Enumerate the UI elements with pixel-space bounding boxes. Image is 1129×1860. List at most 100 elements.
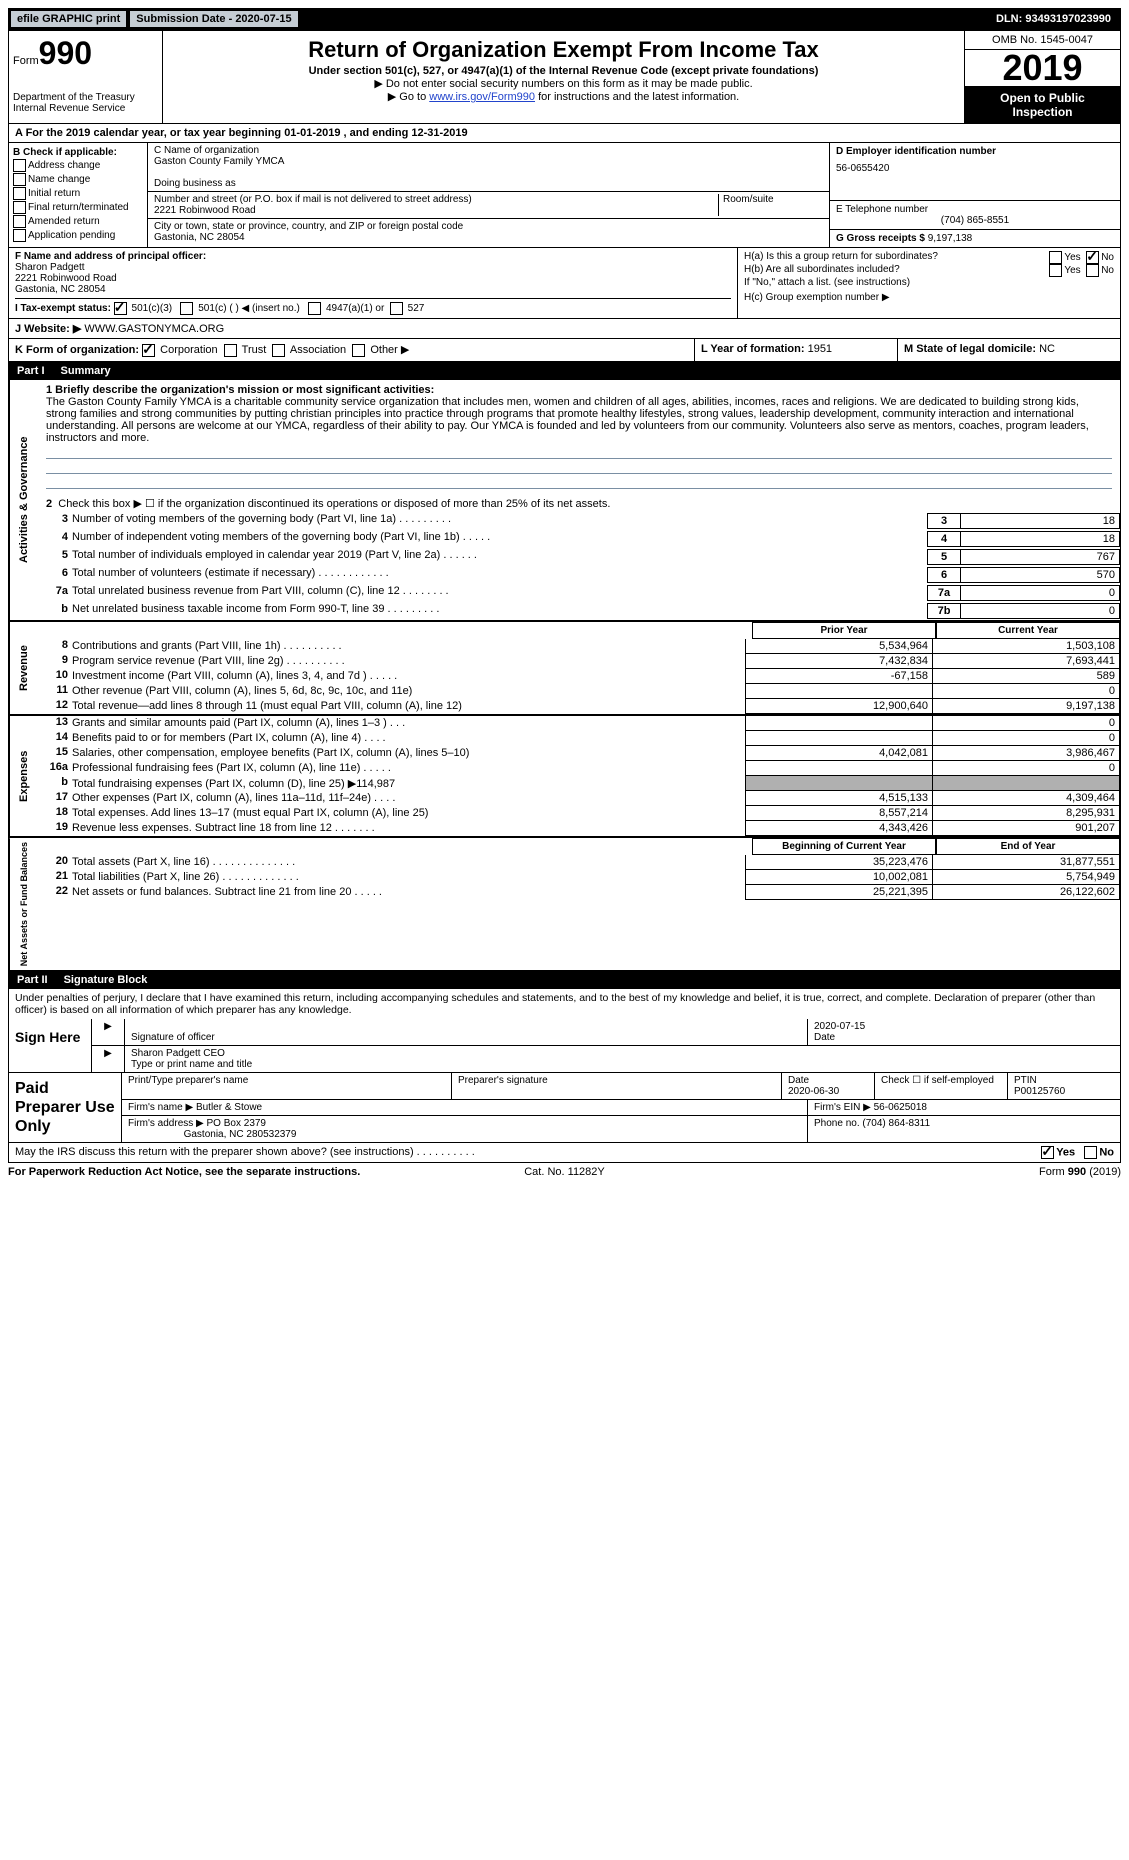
section-expenses: Expenses 13Grants and similar amounts pa… [9,716,1120,836]
chk-discuss-yes[interactable] [1041,1146,1054,1159]
part2-header: Part II Signature Block [8,971,1121,989]
chk-ha-no[interactable] [1086,251,1099,264]
num-row: 6Total number of volunteers (estimate if… [38,566,1120,584]
chk-pending[interactable]: Application pending [13,229,143,242]
ptin-val: P00125760 [1014,1086,1065,1097]
sign-here-label: Sign Here [9,1019,91,1072]
cell-phone: E Telephone number (704) 865-8551 [830,201,1120,230]
chk-initial[interactable]: Initial return [13,187,143,200]
chk-hb-no[interactable] [1086,264,1099,277]
activities-rows: 3Number of voting members of the governi… [38,512,1120,620]
perjury-text: Under penalties of perjury, I declare th… [9,989,1120,1019]
preparer-box: Paid Preparer Use Only Print/Type prepar… [8,1073,1121,1144]
cell-org-name: C Name of organization Gaston County Fam… [148,143,829,192]
chk-501c3[interactable] [114,302,127,315]
phone-label2: Phone no. [814,1118,860,1129]
fin-row: 8Contributions and grants (Part VIII, li… [38,639,1120,654]
sig-date-label: Date [814,1032,835,1043]
officer-name-title: Sharon Padgett CEO [131,1048,225,1059]
m-state: M State of legal domicile: NC [897,339,1120,361]
header-prior: Prior Year [752,622,936,639]
phone-label: E Telephone number [836,204,1114,215]
chk-other[interactable] [352,344,365,357]
org-name: Gaston County Family YMCA [154,156,823,167]
summary-box: Activities & Governance 1 Briefly descri… [8,380,1121,971]
chk-name[interactable]: Name change [13,173,143,186]
top-bar: efile GRAPHIC print Submission Date - 20… [8,8,1121,30]
chk-501c[interactable] [180,302,193,315]
chk-final[interactable]: Final return/terminated [13,201,143,214]
signature-block: Under penalties of perjury, I declare th… [8,989,1121,1073]
col-d-ein: D Employer identification number 56-0655… [829,143,1120,247]
bottom-line: For Paperwork Reduction Act Notice, see … [8,1163,1121,1181]
header-begin: Beginning of Current Year [752,838,936,855]
part2-num: Part II [17,974,48,986]
fin-row: 13Grants and similar amounts paid (Part … [38,716,1120,731]
mission-label: 1 Briefly describe the organization's mi… [46,384,434,396]
cell-gross: G Gross receipts $ 9,197,138 [830,230,1120,247]
num-row: bNet unrelated business taxable income f… [38,602,1120,620]
sig-date-val: 2020-07-15 [814,1021,865,1032]
h-group-return: H(a) Is this a group return for subordin… [737,248,1120,318]
hb-note: If "No," attach a list. (see instruction… [744,277,1114,288]
revenue-rows: 8Contributions and grants (Part VIII, li… [38,639,1120,714]
firm-name: Butler & Stowe [196,1102,262,1113]
gross-label: G Gross receipts $ [836,233,925,244]
hb-label: H(b) Are all subordinates included? [744,264,1049,277]
firm-phone: (704) 864-8311 [862,1118,930,1129]
street-val: 2221 Robinwood Road [154,205,718,216]
discuss-text: May the IRS discuss this return with the… [15,1146,1041,1159]
phone-val: (704) 865-8551 [836,215,1114,226]
chk-corp[interactable] [142,344,155,357]
num-row: 5Total number of individuals employed in… [38,548,1120,566]
form-ref: Form 990 (2019) [750,1166,1121,1178]
firm-addr1: PO Box 2379 [207,1118,266,1129]
chk-527[interactable] [390,302,403,315]
fin-header-revenue: Prior Year Current Year [38,622,1120,639]
street-label: Number and street (or P.O. box if mail i… [154,194,718,205]
prep-sig-label: Preparer's signature [452,1073,782,1099]
chk-assoc[interactable] [272,344,285,357]
irs-link[interactable]: www.irs.gov/Form990 [429,91,535,103]
num-row: 4Number of independent voting members of… [38,530,1120,548]
part2-title: Signature Block [64,974,148,986]
chk-address[interactable]: Address change [13,159,143,172]
header-center: Return of Organization Exempt From Incom… [163,31,964,123]
instr-link-row: ▶ Go to www.irs.gov/Form990 for instruct… [167,90,960,103]
dba-label: Doing business as [154,178,823,189]
sign-here-row: Sign Here ▶ Signature of officer 2020-07… [9,1019,1120,1072]
chk-ha-yes[interactable] [1049,251,1062,264]
dln-label: DLN: 93493197023990 [996,13,1119,25]
instr-pre: ▶ Go to [388,91,429,103]
chk-discuss-no[interactable] [1084,1146,1097,1159]
row-fh: F Name and address of principal officer:… [8,248,1121,319]
line-i: I Tax-exempt status: 501(c)(3) 501(c) ( … [15,298,731,315]
chk-trust[interactable] [224,344,237,357]
form-number: 990 [39,35,92,71]
expenses-rows: 13Grants and similar amounts paid (Part … [38,716,1120,836]
mission-block: 1 Briefly describe the organization's mi… [38,380,1120,495]
section-activities: Activities & Governance 1 Briefly descri… [9,380,1120,620]
line2-text: Check this box ▶ ☐ if the organization d… [58,498,610,510]
sig-officer-label: Signature of officer [131,1032,215,1043]
part1-num: Part I [17,365,45,377]
chk-amended[interactable]: Amended return [13,215,143,228]
chk-4947[interactable] [308,302,321,315]
chk-hb-yes[interactable] [1049,264,1062,277]
website-val: WWW.GASTONYMCA.ORG [84,323,224,335]
line2-row: 2 Check this box ▶ ☐ if the organization… [38,495,1120,512]
form-header: Form990 Department of the Treasury Inter… [8,30,1121,124]
fin-row: 22Net assets or fund balances. Subtract … [38,885,1120,900]
vlabel-revenue: Revenue [9,622,38,714]
form-subtitle: Under section 501(c), 527, or 4947(a)(1)… [167,65,960,77]
mission-text: The Gaston County Family YMCA is a chari… [46,396,1112,444]
prep-self-emp: Check ☐ if self-employed [875,1073,1008,1099]
gross-val: 9,197,138 [928,233,973,244]
firm-addr2: Gastonia, NC 280532379 [184,1129,297,1140]
officer-name: Sharon Padgett [15,262,85,273]
open-inspection: Open to Public Inspection [965,87,1120,123]
l-year: L Year of formation: 1951 [694,339,897,361]
fin-row: 17Other expenses (Part IX, column (A), l… [38,791,1120,806]
fin-row: 15Salaries, other compensation, employee… [38,746,1120,761]
firm-label: Firm's name ▶ [128,1102,193,1113]
